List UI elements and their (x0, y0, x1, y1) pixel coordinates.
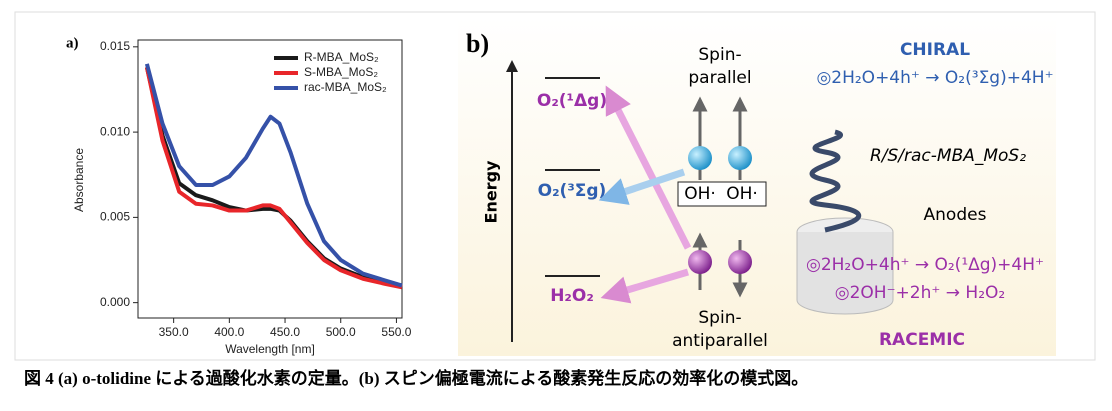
racemic-title: RACEMIC (879, 330, 965, 350)
energy-label: Energy (482, 160, 501, 224)
level-label: H₂O₂ (550, 286, 594, 306)
x-tick-label: 400.0 (214, 325, 244, 339)
legend-label: S-MBA_MoS₂ (304, 65, 378, 79)
y-axis-label: Absorbance (72, 148, 86, 212)
electron (688, 146, 712, 170)
x-tick-label: 500.0 (326, 325, 356, 339)
radical: OH· (726, 184, 758, 204)
panel-label: a) (66, 35, 79, 51)
level-label: O₂(³Σg) (538, 181, 607, 201)
x-axis-label: Wavelength [nm] (225, 342, 315, 356)
diagram-b: b) Energy O₂(¹Δg) O₂(³Σg) H₂O₂ Spin- par… (458, 18, 1056, 356)
y-tick-label: 0.015 (100, 39, 130, 53)
electron (688, 250, 712, 274)
series-line (147, 67, 402, 285)
catalyst-label: R/S/rac-MBA_MoS₂ (870, 146, 1026, 166)
x-tick-label: 450.0 (270, 325, 300, 339)
reaction: ◎2OH⁻+2h⁺ → H₂O₂ (835, 283, 1005, 303)
spin-label: antiparallel (672, 331, 768, 351)
level-label: O₂(¹Δg) (537, 91, 607, 111)
spin-label: Spin- (698, 45, 741, 65)
spin-label: Spin- (698, 308, 741, 328)
electron (728, 250, 752, 274)
chart-a: a) Wavelength [nm] Absorbance 0.000 0.005… (66, 35, 412, 356)
y-tick-label: 0.005 (100, 210, 130, 224)
y-tick-label: 0.000 (100, 295, 130, 309)
x-tick-label: 550.0 (381, 325, 411, 339)
anode-label: Anodes (924, 205, 987, 225)
reaction: ◎2H₂O+4h⁺ → O₂(³Σg)+4H⁺ (816, 68, 1053, 88)
chiral-title: CHIRAL (900, 40, 970, 60)
electron (728, 146, 752, 170)
y-tick-label: 0.010 (100, 124, 130, 138)
series-line (147, 64, 402, 286)
radical: OH· (684, 184, 716, 204)
x-tick-label: 350.0 (159, 325, 189, 339)
reaction: ◎2H₂O+4h⁺ → O₂(¹Δg)+4H⁺ (806, 255, 1044, 275)
series-line (147, 67, 402, 287)
caption: 図 4 (a) o-tolidine による過酸化水素の定量。(b) スピン偏極… (24, 368, 808, 388)
spin-label: parallel (688, 68, 751, 88)
figure: a) Wavelength [nm] Absorbance 0.000 0.005… (0, 0, 1112, 407)
legend-label: rac-MBA_MoS₂ (304, 80, 387, 94)
legend-label: R-MBA_MoS₂ (304, 50, 379, 64)
panel-label: b) (466, 29, 489, 58)
